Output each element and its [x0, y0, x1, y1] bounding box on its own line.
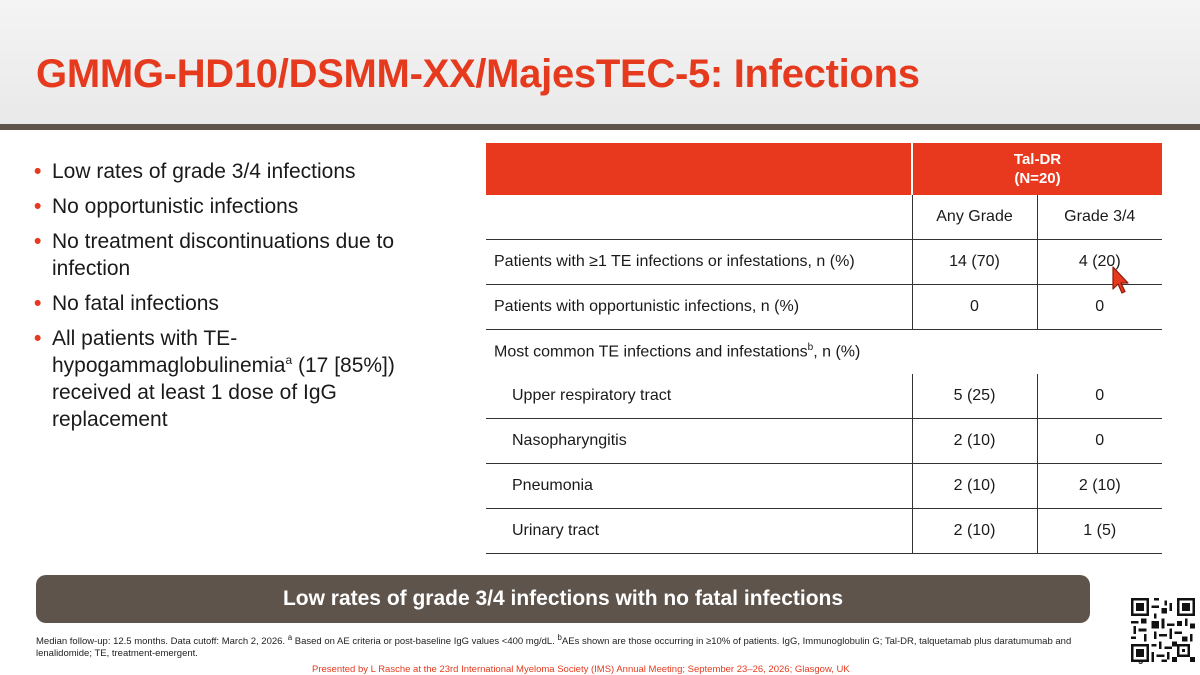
footnote: Median follow-up: 12.5 months. Data cuto…: [36, 633, 1072, 660]
col-grade-3-4: Grade 3/4: [1036, 195, 1163, 240]
bullet-item: • All patients with TE-hypogammaglobuline…: [34, 327, 395, 431]
infections-table: Tal-DR (N=20) Any Grade Grade 3/4 Patien…: [486, 143, 1163, 554]
table-row: Patients with ≥1 TE infections or infest…: [486, 239, 1163, 285]
table-row: Pneumonia 2 (10) 2 (10): [486, 463, 1163, 509]
table-row: Patients with opportunistic infections, …: [486, 284, 1163, 330]
bullet-item: • No opportunistic infections: [34, 195, 299, 218]
bullet-item: • No fatal infections: [34, 292, 219, 315]
header-divider: [0, 124, 1200, 130]
qr-code-icon: [1131, 598, 1195, 662]
table-section-row: Most common TE infections and infestatio…: [494, 342, 861, 361]
table-row: Upper respiratory tract 5 (25) 0: [486, 374, 1163, 419]
table-header-row: Tal-DR (N=20): [486, 143, 1163, 195]
summary-banner: Low rates of grade 3/4 infections with n…: [36, 575, 1090, 623]
tal-dr-header: Tal-DR (N=20): [910, 143, 1163, 195]
bullet-item: • Low rates of grade 3/4 infections: [34, 160, 356, 183]
table-row: Urinary tract 2 (10) 1 (5): [486, 508, 1163, 554]
bullet-item: • No treatment discontinuations due to in…: [34, 230, 395, 280]
mouse-cursor-icon: [1112, 266, 1129, 294]
table-subheader-row: Any Grade Grade 3/4: [486, 195, 1163, 240]
table-row: Nasopharyngitis 2 (10) 0: [486, 418, 1163, 464]
slide-header: [0, 0, 1200, 124]
bullet-list: • Low rates of grade 3/4 infections • No o…: [34, 158, 454, 441]
slide-title: GMMG-HD10/DSMM-XX/MajesTEC-5: Infections: [36, 52, 920, 96]
col-any-grade: Any Grade: [911, 195, 1037, 240]
presented-by-line: Presented by L Rasche at the 23rd Intern…: [312, 664, 850, 675]
